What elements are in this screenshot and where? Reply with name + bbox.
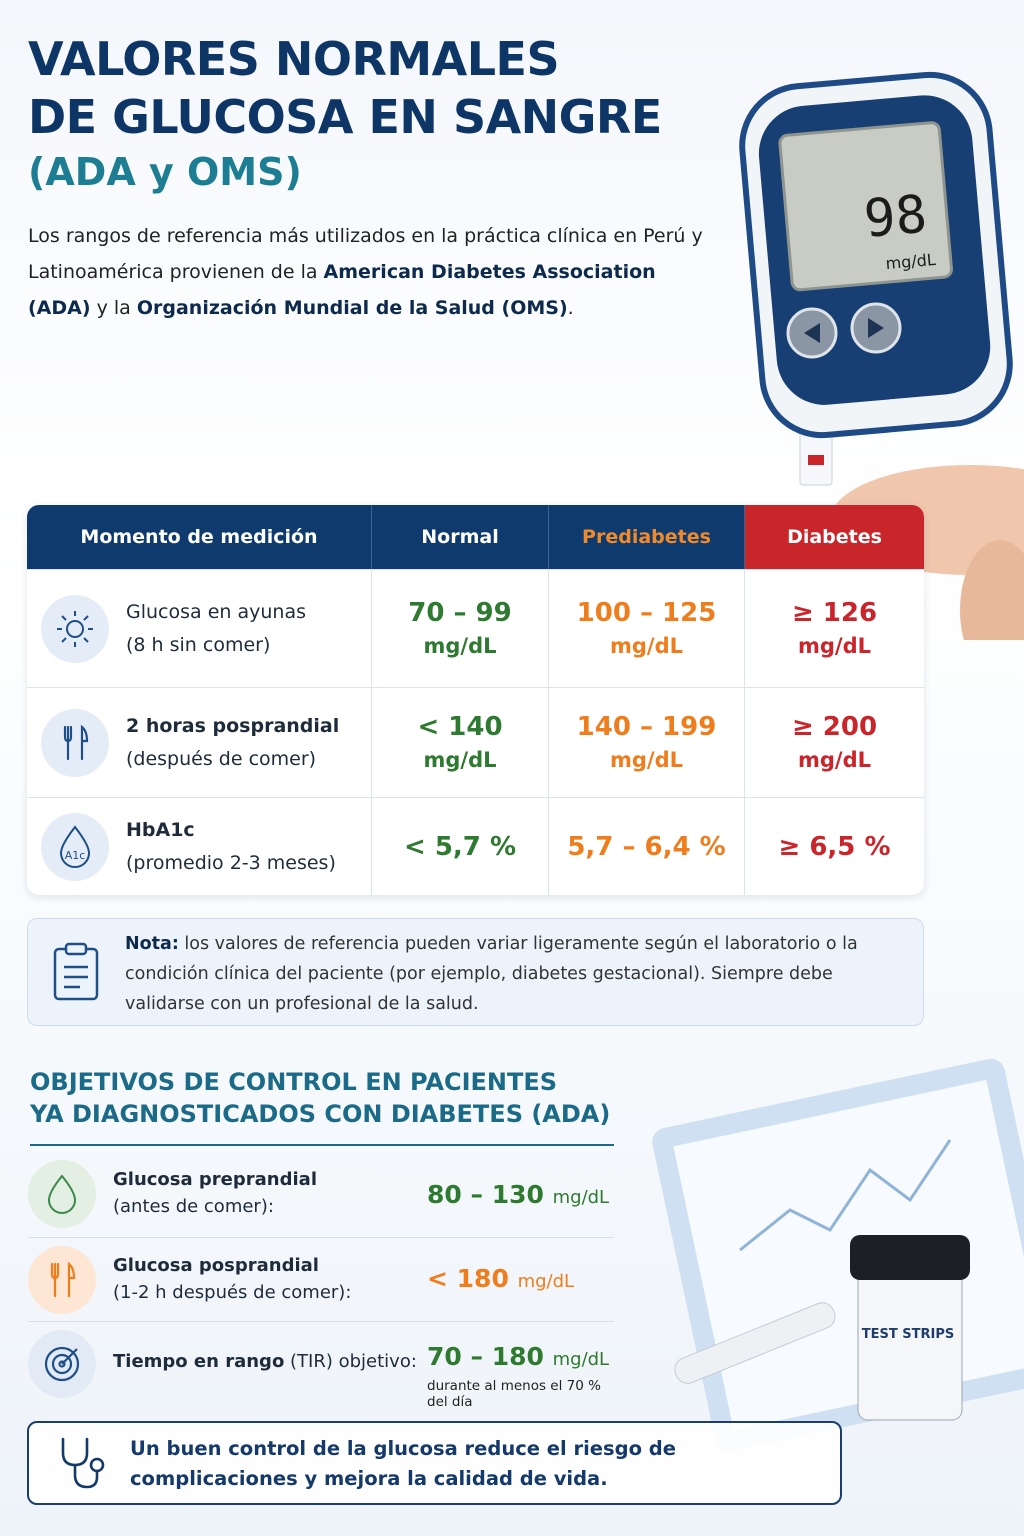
objective-item: Tiempo en rango (TIR) objetivo: 70 – 180… <box>28 1322 614 1410</box>
cell-value: 70 – 99 <box>408 597 512 628</box>
sun-icon <box>41 594 109 663</box>
section-title-line: OBJETIVOS DE CONTROL EN PACIENTES <box>30 1068 558 1096</box>
objective-item: Glucosa posprandial (1-2 h después de com… <box>28 1238 614 1322</box>
header-row: Momento de medición Normal Prediabetes D… <box>27 505 924 569</box>
title: VALORES NORMALES DE GLUCOSA EN SANGRE <box>28 30 662 146</box>
item-detail: (1-2 h después de comer): <box>113 1282 352 1303</box>
cell-unit: mg/dL <box>798 633 871 658</box>
item-note: durante al menos el 70 % del día <box>427 1378 601 1410</box>
unit: mg/dL <box>552 1187 610 1208</box>
intro: Los rangos de referencia más utilizados … <box>28 218 718 326</box>
divider <box>30 1144 614 1146</box>
footer-text: Un buen control de la glucosa reduce el … <box>130 1437 676 1490</box>
title-line: DE GLUCOSA EN SANGRE <box>28 90 662 144</box>
cell-value: ≥ 6,5 % <box>778 831 891 862</box>
intro-text: y la <box>90 297 137 319</box>
paper-chart <box>739 1139 952 1252</box>
title-line: VALORES NORMALES <box>28 32 560 86</box>
cell-unit: mg/dL <box>423 633 497 658</box>
note-text: los valores de referencia pueden variar … <box>125 934 858 1014</box>
column-header: Diabetes <box>745 505 924 569</box>
arrow-right <box>868 318 884 338</box>
icon-text: A1c <box>65 849 86 862</box>
vial-label: TEST STRIPS <box>862 1327 954 1342</box>
cell-value: 100 – 125 <box>576 597 717 628</box>
intro-bold: American Diabetes Association (ADA) <box>28 261 656 319</box>
unit: mg/dL <box>552 1349 610 1370</box>
row-label: Glucosa en ayunas <box>126 600 306 623</box>
cell-unit: mg/dL <box>610 747 683 772</box>
separator <box>28 1321 614 1322</box>
utensils-icon <box>28 1246 96 1314</box>
reference-table: Momento de medición Normal Prediabetes D… <box>27 505 924 895</box>
cell-value: < 5,7 % <box>404 831 516 862</box>
intro-text: . <box>567 297 574 319</box>
item-detail: (TIR) objetivo: <box>284 1351 417 1372</box>
row-label: HbA1c <box>126 818 195 841</box>
intro-text: Los rangos de referencia más utilizados … <box>28 225 703 283</box>
hand <box>960 540 1024 640</box>
cell-unit: mg/dL <box>423 747 497 772</box>
unit: mg/dL <box>517 1271 575 1292</box>
clipboard-icon <box>53 942 99 1001</box>
section-title: OBJETIVOS DE CONTROL EN PACIENTES YA DIA… <box>30 1066 610 1130</box>
table-row: Glucosa en ayunas (8 h sin comer) 70 – 99… <box>27 569 924 687</box>
cell-unit: mg/dL <box>610 633 683 658</box>
value: < 180 <box>427 1264 509 1293</box>
cell-value: ≥ 126 <box>791 597 878 628</box>
table-row: 2 horas posprandial (después de comer) < … <box>27 687 924 797</box>
separator <box>28 1237 614 1238</box>
meter-screen <box>778 121 953 292</box>
cell-unit: mg/dL <box>798 747 871 772</box>
drop-icon <box>28 1160 96 1228</box>
subtitle: (ADA y OMS) <box>28 150 302 194</box>
arrow-left <box>804 323 820 343</box>
column-header: Normal <box>372 505 549 569</box>
vial-cap <box>850 1235 970 1280</box>
section-title-line: YA DIAGNOSTICADOS CON DIABETES (ADA) <box>30 1100 611 1128</box>
stethoscope-icon <box>61 1437 105 1489</box>
note-label: Nota: <box>125 934 179 954</box>
value: 80 – 130 <box>427 1180 544 1209</box>
table-row: A1c HbA1c (promedio 2-3 meses) < 5,7 % 5,… <box>27 797 924 895</box>
meter-unit: mg/dL <box>885 250 937 273</box>
item-label: Tiempo en rango <box>113 1351 285 1372</box>
item-value: < 180 mg/dL <box>427 1264 574 1293</box>
lancet-pen <box>674 1302 836 1384</box>
row-label: 2 horas posprandial <box>126 714 340 737</box>
cell-value: 140 – 199 <box>576 711 717 742</box>
footer-box: Un buen control de la glucosa reduce el … <box>27 1421 842 1505</box>
supplies-illustration: TEST STRIPS <box>652 1058 1024 1452</box>
row-detail: (después de comer) <box>126 747 317 770</box>
row-detail: (8 h sin comer) <box>126 633 271 656</box>
row-detail: (promedio 2-3 meses) <box>126 851 336 874</box>
value: 70 – 180 <box>427 1342 544 1371</box>
meter-illustration: 98 mg/dL <box>739 71 1024 640</box>
item-value: 80 – 130 mg/dL <box>427 1180 609 1209</box>
item-label: Glucosa preprandial <box>113 1169 317 1190</box>
cell-value: ≥ 200 <box>791 711 878 742</box>
blood-sample <box>808 455 824 465</box>
cell-value: < 140 <box>417 711 503 742</box>
utensils-icon <box>41 708 109 777</box>
objective-item: Glucosa preprandial (antes de comer): 80 … <box>28 1152 614 1236</box>
note-box: Nota: los valores de referencia pueden v… <box>27 918 924 1026</box>
item-value: 70 – 180 mg/dL <box>427 1342 609 1371</box>
column-header: Momento de medición <box>27 505 372 569</box>
intro-bold: Organización Mundial de la Salud (OMS) <box>136 297 568 319</box>
item-detail: (antes de comer): <box>113 1196 274 1217</box>
target-icon <box>28 1330 96 1398</box>
drop-icon: A1c <box>41 812 109 881</box>
column-header: Prediabetes <box>549 505 745 569</box>
cell-value: 5,7 – 6,4 % <box>567 831 726 862</box>
item-label: Glucosa posprandial <box>113 1255 319 1276</box>
meter-reading: 98 <box>862 185 930 250</box>
